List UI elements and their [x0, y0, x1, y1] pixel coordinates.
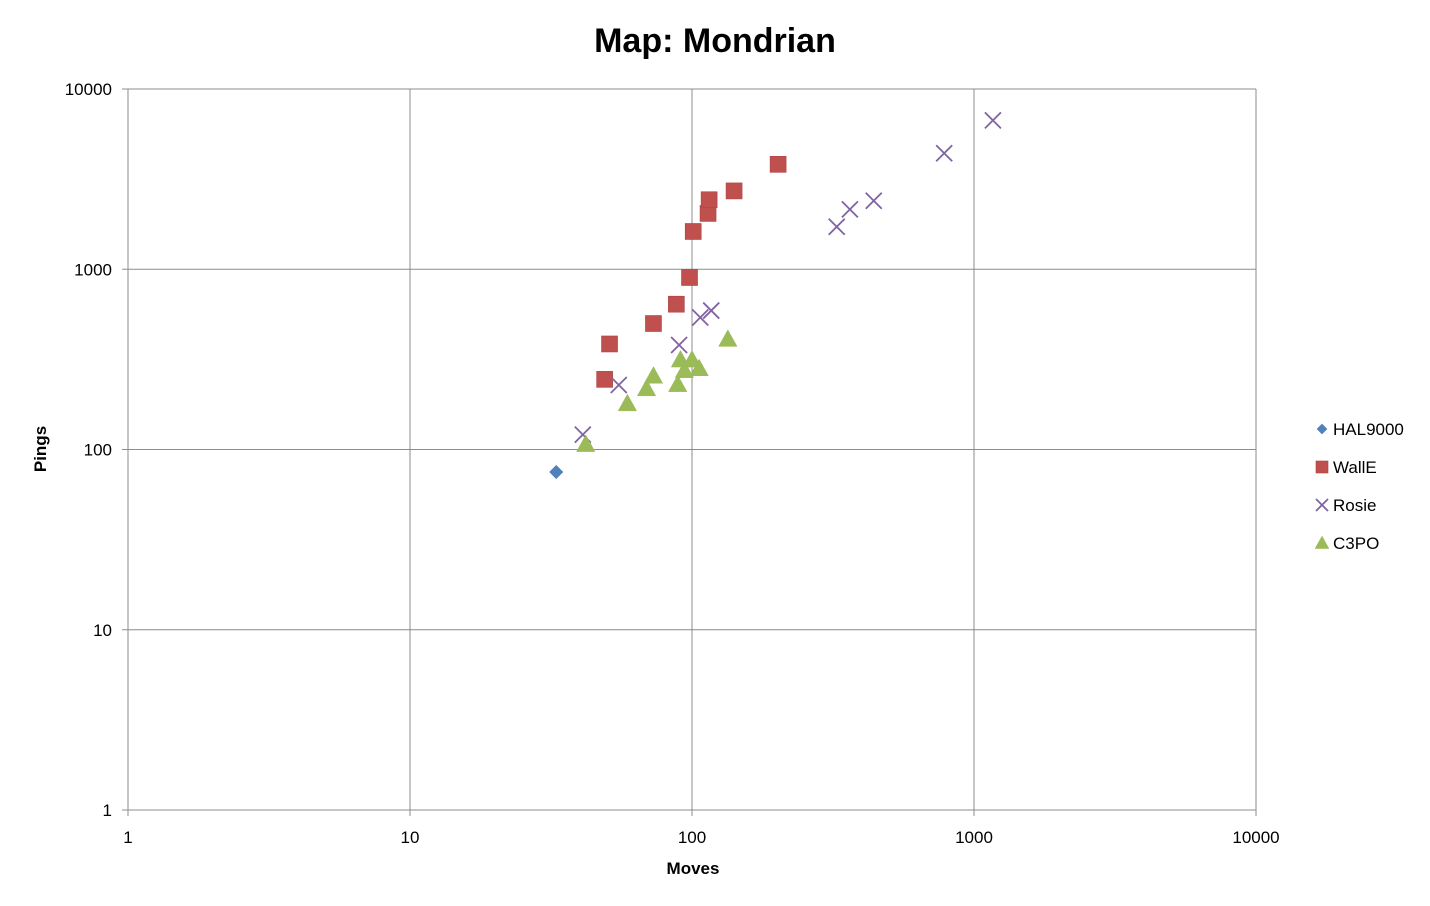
data-point-walle	[668, 295, 685, 313]
data-point-rosie	[610, 376, 628, 394]
x-tick-label: 1000	[955, 828, 993, 847]
series-rosie	[574, 111, 1002, 444]
data-point-rosie	[865, 192, 883, 210]
data-point-c3po	[668, 374, 688, 392]
axes	[122, 88, 1257, 816]
y-tick-label: 100	[84, 441, 112, 460]
data-point-walle	[601, 335, 618, 353]
data-point-rosie	[828, 218, 846, 236]
x-axis-label: Moves	[667, 859, 720, 878]
legend-marker-c3po	[1314, 535, 1330, 549]
data-point-hal9000	[549, 464, 564, 480]
data-point-walle	[684, 223, 702, 240]
y-tick-label: 1000	[74, 260, 112, 279]
data-point-rosie	[984, 111, 1002, 129]
data-point-c3po	[636, 378, 657, 397]
gridlines	[128, 88, 1257, 810]
legend-label: C3PO	[1333, 534, 1379, 553]
data-point-c3po	[643, 366, 664, 384]
x-tick-label: 100	[678, 828, 706, 847]
legend-marker-rosie	[1315, 498, 1329, 512]
data-point-c3po	[617, 393, 638, 412]
legend-marker-hal9000	[1316, 423, 1328, 435]
legend-item-c3po: C3PO	[1314, 534, 1379, 553]
x-tick-label: 1	[123, 828, 132, 847]
legend-item-hal9000: HAL9000	[1316, 420, 1404, 439]
legend-marker-walle	[1315, 460, 1329, 474]
data-points	[549, 111, 1002, 480]
x-tick-label: 10	[401, 828, 420, 847]
data-point-rosie	[691, 308, 709, 327]
y-tick-label: 10	[93, 621, 112, 640]
data-point-walle	[769, 156, 787, 173]
legend-item-rosie: Rosie	[1315, 496, 1376, 515]
data-point-c3po	[718, 329, 738, 347]
legend-label: WallE	[1333, 458, 1377, 477]
data-point-rosie	[670, 336, 688, 354]
series-c3po	[576, 329, 738, 452]
data-point-walle	[645, 315, 662, 332]
legend-label: Rosie	[1333, 496, 1376, 515]
legend-label: HAL9000	[1333, 420, 1404, 439]
legend: HAL9000 WallE Rosie C3PO	[1314, 420, 1404, 553]
data-point-walle	[596, 371, 613, 388]
data-point-c3po	[674, 360, 695, 378]
chart-title: Map: Mondrian	[594, 22, 836, 60]
data-point-rosie	[702, 301, 720, 320]
data-point-walle	[725, 182, 743, 200]
data-point-rosie	[935, 144, 953, 162]
data-point-c3po	[682, 349, 702, 368]
y-tick-labels: 1 10 100 1000 10000	[65, 80, 112, 820]
y-tick-label: 10000	[65, 80, 112, 99]
legend-item-walle: WallE	[1315, 458, 1377, 477]
data-point-c3po	[576, 434, 596, 452]
x-tick-labels: 1 10 100 1000 10000	[123, 828, 1279, 847]
y-tick-label: 1	[103, 801, 112, 820]
data-point-c3po	[689, 358, 709, 376]
data-point-walle	[700, 191, 718, 209]
y-axis-label: Pings	[31, 426, 50, 472]
x-tick-label: 10000	[1232, 828, 1279, 847]
data-point-rosie	[841, 200, 859, 218]
data-point-walle	[681, 269, 698, 286]
series-hal9000	[549, 464, 564, 480]
series-walle	[596, 156, 787, 388]
